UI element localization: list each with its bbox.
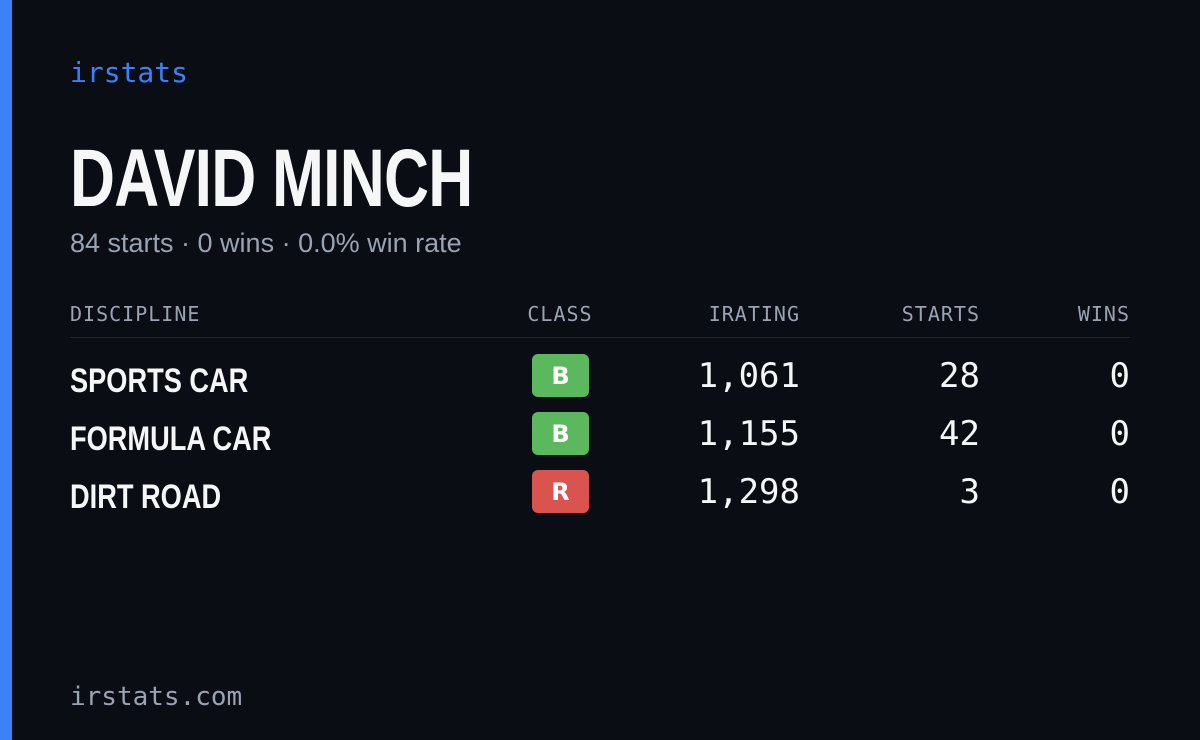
- discipline: FORMULA CAR: [70, 420, 272, 458]
- column-header: STARTS: [901, 302, 980, 326]
- footer-site: irstats.com: [70, 682, 243, 712]
- wins-value: 0: [1109, 414, 1130, 454]
- class-badge: R: [532, 470, 589, 513]
- brand: irstats: [70, 56, 189, 89]
- starts-value: 42: [939, 414, 980, 454]
- summary: 84 starts · 0 wins · 0.0% win rate: [70, 228, 462, 258]
- column-header: WINS: [1077, 302, 1130, 326]
- discipline: SPORTS CAR: [70, 362, 249, 400]
- class-badge: B: [532, 354, 589, 397]
- wins-value: 0: [1109, 356, 1130, 396]
- irating-value: 1,298: [697, 472, 800, 512]
- irating-value: 1,155: [697, 414, 800, 454]
- discipline: DIRT ROAD: [70, 478, 222, 516]
- starts-value: 3: [959, 472, 980, 512]
- class-badge: B: [532, 412, 589, 455]
- column-header: IRATING: [708, 302, 800, 326]
- starts-value: 28: [939, 356, 980, 396]
- column-header: CLASS: [527, 302, 593, 326]
- accent-bar: [0, 0, 12, 740]
- wins-value: 0: [1109, 472, 1130, 512]
- driver-name: DAVID MINCH: [70, 133, 473, 224]
- header-rule: [70, 337, 1130, 338]
- column-header: DISCIPLINE: [70, 302, 201, 326]
- irating-value: 1,061: [697, 356, 800, 396]
